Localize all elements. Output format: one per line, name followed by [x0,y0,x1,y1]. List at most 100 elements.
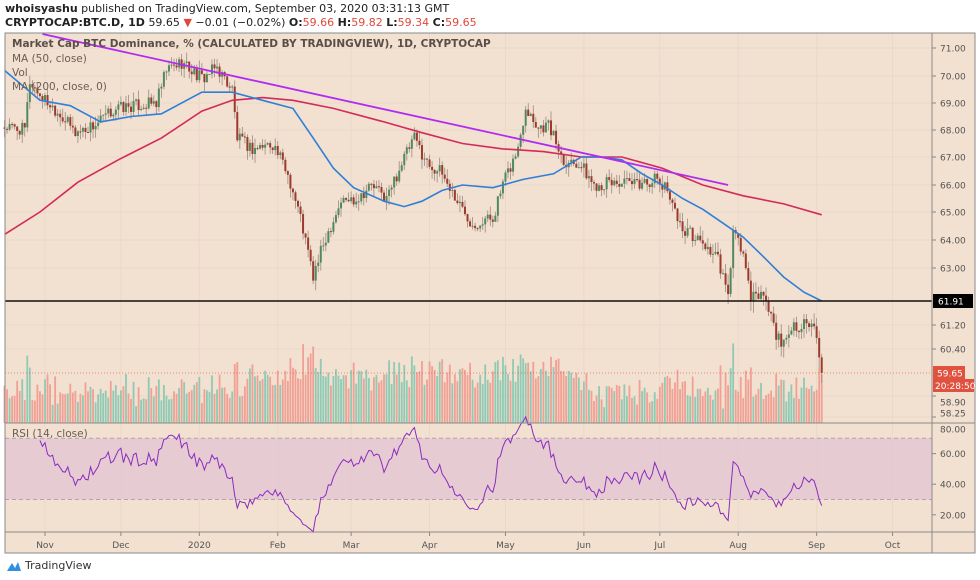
legend-volume[interactable]: Vol [12,67,28,79]
candle-down [593,182,596,184]
volume-bar [808,389,810,423]
volume-bar [312,346,315,423]
candle-up [340,202,343,209]
volume-bar [198,376,201,423]
candle-up [405,147,408,154]
volume-bar [390,383,393,423]
candle-down [701,240,704,244]
volume-bar [499,380,502,423]
volume-bar [352,362,355,423]
volume-bar [631,397,633,423]
candle-down [638,179,641,189]
volume-bar [360,371,363,423]
time-axis-label: Feb [270,541,286,551]
volume-bar [522,358,525,423]
candle-down [433,170,436,174]
volume-bar [357,370,360,423]
volume-bar [157,379,160,423]
candle-up [332,222,335,232]
tradingview-logo[interactable]: TradingView [6,559,91,572]
volume-bar [790,384,793,423]
candle-up [66,117,69,122]
candle-up [112,114,115,117]
candle-down [251,142,254,154]
candle-down [765,295,768,301]
candle-down [190,71,193,75]
volume-bar [762,399,765,423]
volume-bar [818,368,821,423]
candle-up [651,183,654,187]
author[interactable]: whoisyashu [5,2,78,15]
volume-bar [448,364,451,423]
candle-up [94,125,97,130]
volume-bar [595,395,598,423]
candle-down [71,125,74,128]
candle-up [587,176,590,179]
candle-down [704,243,707,250]
volume-bar [542,361,545,423]
rsi-axis-label: 80.00 [940,426,966,436]
legend-rsi[interactable]: RSI (14, close) [12,428,88,440]
legend-ma50[interactable]: MA (50, close) [12,53,87,65]
candle-down [213,64,216,69]
candle-up [165,71,168,73]
volume-bar [76,401,79,423]
candle-down [681,221,684,232]
candle-up [385,195,388,202]
volume-bar [251,364,254,423]
candle-down [608,177,611,180]
candle-down [691,227,694,242]
candle-down [636,179,639,181]
candle-down [448,183,451,191]
candle-up [253,148,256,154]
volume-bar [226,393,229,423]
down-arrow-icon: ▼ [183,16,192,29]
volume-bar [388,360,390,423]
candle-up [479,225,482,229]
candle-down [6,128,9,130]
candle-down [59,113,62,118]
rsi-axis-label: 40.00 [940,481,966,491]
volume-bar [428,361,431,423]
volume-bar [347,388,350,423]
volume-bar [373,377,375,423]
candle-up [132,101,135,112]
candle-up [641,182,644,189]
candle-down [261,144,264,148]
candle-up [104,113,107,115]
volume-bar [813,391,816,423]
candle-up [598,185,601,191]
volume-bar [107,397,110,423]
time-axis-label: May [496,541,515,551]
legend-ma200[interactable]: MA (200, close, 0) [12,81,107,93]
candle-up [689,227,692,229]
volume-bar [562,371,565,423]
price-axis-label: 67.00 [940,154,966,164]
volume-bar [453,374,456,423]
candle-down [408,147,411,149]
volume-bar [319,358,322,423]
candle-down [757,293,760,299]
volume-bar [8,398,11,423]
countdown-label: 20:28:50 [935,382,976,392]
candle-down [18,130,21,135]
candle-down [446,178,449,184]
volume-bar [514,381,517,423]
volume-bar [383,374,385,423]
candle-down [772,313,775,323]
time-axis-label: Oct [885,541,901,551]
candle-up [314,265,317,281]
candle-down [646,179,649,185]
volume-bar [152,396,155,423]
open-label: O: [288,16,303,29]
price-chart[interactable]: Nov Dec 2020 Feb Mar Apr May Jun Jul Aug Sep Oct 71.… [0,0,980,560]
candle-up [519,134,522,147]
price-axis-label: 69.00 [940,100,966,110]
volume-bar [734,389,737,423]
volume-bar [236,362,239,423]
volume-bar [289,358,292,423]
candle-up [266,143,269,145]
support-price-tag [933,294,973,308]
last-price: 59.65 [148,16,180,29]
volume-bar [279,384,282,423]
